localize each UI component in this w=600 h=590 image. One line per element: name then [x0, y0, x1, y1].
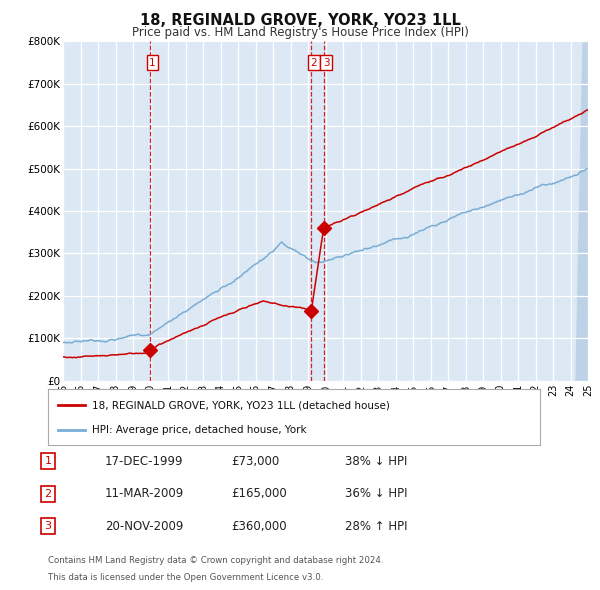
Text: 28% ↑ HPI: 28% ↑ HPI [345, 520, 407, 533]
Text: 1: 1 [44, 457, 52, 466]
Text: HPI: Average price, detached house, York: HPI: Average price, detached house, York [92, 425, 307, 435]
Text: 38% ↓ HPI: 38% ↓ HPI [345, 455, 407, 468]
Text: 11-MAR-2009: 11-MAR-2009 [105, 487, 184, 500]
Text: £360,000: £360,000 [231, 520, 287, 533]
Text: 3: 3 [323, 57, 329, 67]
Text: This data is licensed under the Open Government Licence v3.0.: This data is licensed under the Open Gov… [48, 573, 323, 582]
Text: 20-NOV-2009: 20-NOV-2009 [105, 520, 184, 533]
Text: Contains HM Land Registry data © Crown copyright and database right 2024.: Contains HM Land Registry data © Crown c… [48, 556, 383, 565]
Text: 18, REGINALD GROVE, YORK, YO23 1LL: 18, REGINALD GROVE, YORK, YO23 1LL [140, 13, 460, 28]
Text: 36% ↓ HPI: 36% ↓ HPI [345, 487, 407, 500]
Text: 1: 1 [149, 57, 156, 67]
Text: 2: 2 [311, 57, 317, 67]
Text: £165,000: £165,000 [231, 487, 287, 500]
Text: 3: 3 [44, 522, 52, 531]
Text: Price paid vs. HM Land Registry's House Price Index (HPI): Price paid vs. HM Land Registry's House … [131, 26, 469, 39]
Text: 18, REGINALD GROVE, YORK, YO23 1LL (detached house): 18, REGINALD GROVE, YORK, YO23 1LL (deta… [92, 400, 390, 410]
Text: £73,000: £73,000 [231, 455, 279, 468]
Text: 17-DEC-1999: 17-DEC-1999 [105, 455, 184, 468]
Text: 2: 2 [44, 489, 52, 499]
